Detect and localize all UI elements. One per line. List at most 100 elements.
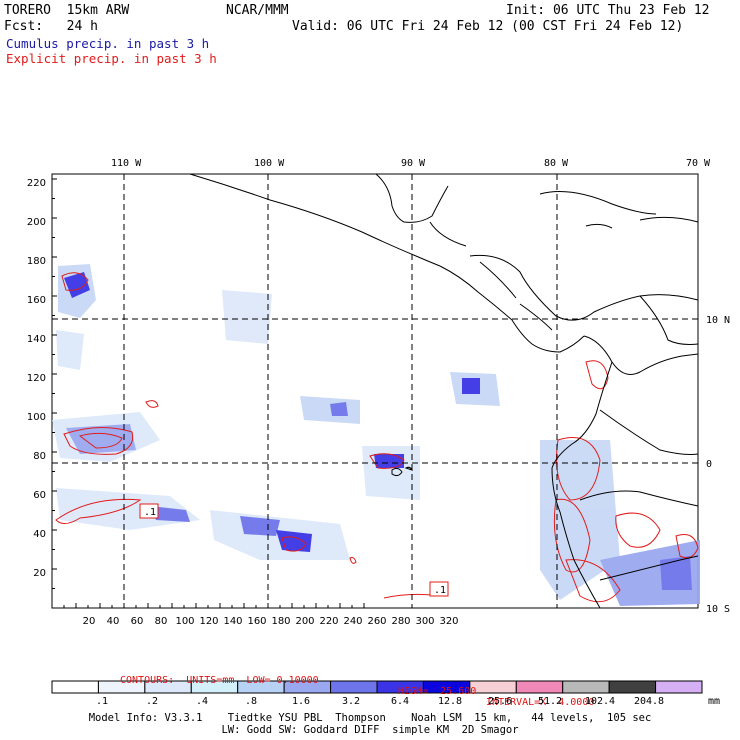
right-lat-labels: 10 N 0 10 S [706, 315, 730, 615]
label-box [429, 581, 449, 597]
x-tick-label: 80 [155, 616, 168, 627]
precip-contour [145, 400, 159, 408]
model-info-line2: LW: Godd SW: Goddard DIFF simple KM 2D S… [221, 724, 519, 736]
x-tick-label: 260 [367, 616, 386, 627]
init-time: Init: 06 UTC Thu 23 Feb 12 [506, 3, 710, 18]
precip-blob [374, 454, 404, 468]
valid-time: Valid: 06 UTC Fri 24 Feb 12 (00 CST Fri … [292, 19, 684, 34]
jamaica [585, 223, 613, 229]
precip-contour [585, 360, 609, 390]
gulf-coast [375, 173, 449, 223]
x-tick-label: 160 [247, 616, 266, 627]
lon-label: 90 W [401, 158, 426, 169]
x-tick-label: 20 [83, 616, 96, 627]
map-frame [51, 173, 699, 609]
x-tick-label: 140 [223, 616, 242, 627]
precip-contour [565, 559, 621, 603]
contours-units: CONTOURS: UNITS=mm LOW= 0.10000 [120, 675, 319, 686]
y-tick-label: 20 [33, 568, 46, 579]
contour-labels: .1 .1 [139, 503, 449, 597]
colorbar-label: .4 [195, 696, 209, 707]
lon-label: 80 W [544, 158, 569, 169]
y-tick-label: 200 [27, 217, 46, 228]
precip-contour [349, 557, 357, 564]
contour-label: .1 [434, 585, 446, 596]
y-tick-label: 220 [27, 178, 46, 189]
precip-contour [78, 432, 123, 449]
mexico-coast [189, 173, 441, 267]
andes-border [579, 409, 699, 581]
axis-ticks [51, 178, 365, 609]
precip-blob [64, 272, 90, 298]
precip-blob [300, 396, 360, 424]
x-tick-label: 40 [107, 616, 120, 627]
explicit-legend: Explicit precip. in past 3 h [6, 51, 217, 66]
precip-contour [281, 536, 307, 552]
colorbar-label: .8 [244, 696, 258, 707]
y-tick-label: 180 [27, 256, 46, 267]
precip-blob [56, 488, 200, 530]
lon-label: 110 W [111, 158, 142, 169]
y-tick-labels: 20 40 60 80 100 120 140 160 180 200 220 [27, 178, 46, 579]
y-tick-label: 160 [27, 295, 46, 306]
hispaniola [639, 216, 699, 223]
y-tick-label: 80 [33, 451, 46, 462]
y-tick-label: 100 [27, 412, 46, 423]
forecast-hour: Fcst: 24 h [4, 19, 98, 34]
model-title: TORERO 15km ARW [4, 3, 130, 18]
contours-info: CONTOURS: UNITS=mm LOW= 0.10000 HIGH= 25… [0, 664, 740, 708]
colorbar-swatch [655, 680, 703, 694]
precip-blob [66, 424, 136, 454]
precip-contour [61, 272, 89, 291]
y-tick-label: 120 [27, 373, 46, 384]
precip-contour [553, 498, 591, 573]
colorbar-label: 1.6 [291, 696, 311, 707]
precip-blob [150, 506, 190, 522]
precip-contour [675, 534, 699, 559]
colorbar-label: 51.2 [537, 696, 563, 707]
x-tick-label: 120 [199, 616, 218, 627]
label-box [139, 503, 159, 519]
precip-blob [330, 402, 348, 416]
y-tick-label: 140 [27, 334, 46, 345]
border-line [429, 221, 553, 331]
x-tick-labels: 20 40 60 80 100 120 140 160 180 200 220 … [83, 616, 459, 627]
colorbar-unit: mm [707, 696, 721, 707]
precip-blob [56, 330, 84, 370]
south-america-north [583, 335, 699, 375]
precip-contour [369, 453, 405, 469]
model-info-line1: Model Info: V3.3.1 Tiedtke YSU PBL Thomp… [88, 712, 652, 724]
coastlines [189, 173, 699, 609]
colorbar-label: 12.8 [437, 696, 463, 707]
colorbar-label: 25.6 [487, 696, 513, 707]
lon-label: 70 W [686, 158, 711, 169]
lon-label: 100 W [254, 158, 285, 169]
x-tick-label: 280 [391, 616, 410, 627]
x-tick-label: 300 [415, 616, 434, 627]
x-tick-label: 180 [271, 616, 290, 627]
x-tick-label: 200 [295, 616, 314, 627]
precip-contour [55, 498, 142, 524]
venezuela-coast [639, 295, 699, 345]
lat-label: 10 N [706, 315, 730, 326]
contours-high: HIGH= 25.600 [398, 686, 477, 697]
latlon-grid [52, 174, 698, 608]
precip-blob [222, 290, 272, 344]
contour-label: .1 [144, 507, 156, 518]
south-america-west [551, 361, 613, 609]
x-tick-label: 240 [343, 616, 362, 627]
x-tick-label: 320 [439, 616, 458, 627]
contours-interval: INTERVAL=X 4.0000 [486, 697, 595, 708]
y-tick-label: 40 [33, 529, 46, 540]
caribbean-coast [469, 254, 699, 321]
org-label: NCAR/MMM [226, 3, 289, 18]
colorbar-label: .2 [145, 696, 159, 707]
x-tick-label: 220 [319, 616, 338, 627]
cumulus-precip-areas [52, 264, 700, 606]
cuba [539, 191, 657, 215]
colorbar-label: 6.4 [390, 696, 410, 707]
precip-contour [556, 437, 601, 501]
lat-label: 0 [706, 459, 712, 470]
precip-blob [660, 556, 692, 590]
